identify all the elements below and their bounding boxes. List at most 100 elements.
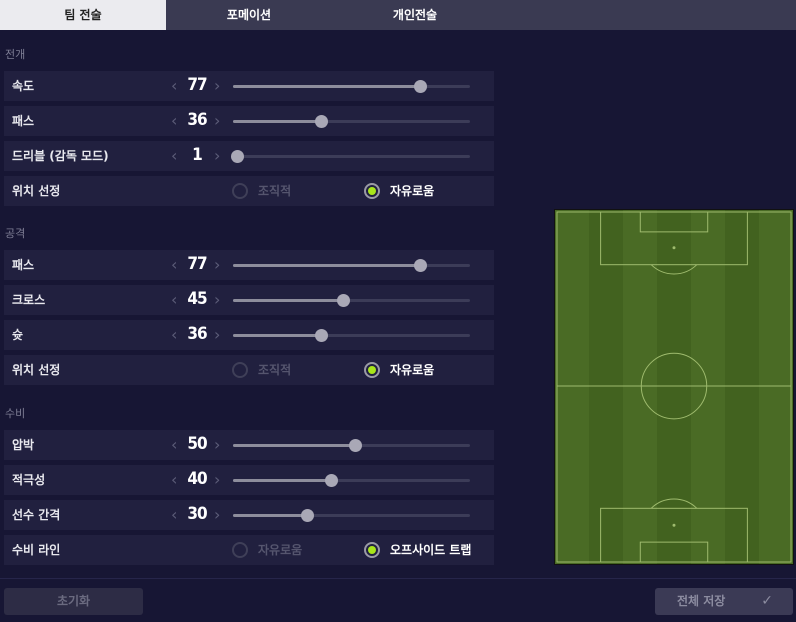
chevron-right-icon[interactable]: › (214, 255, 221, 274)
slider-knob[interactable] (337, 294, 350, 307)
bottom-penalty-box (600, 507, 748, 563)
reset-button[interactable]: 초기화 (4, 588, 143, 615)
chevron-left-icon[interactable]: ‹ (171, 111, 178, 130)
setting-value: 40 (187, 469, 207, 489)
radio-button[interactable] (232, 362, 248, 378)
slider-track[interactable] (233, 439, 470, 452)
setting-label: 슛 (12, 328, 24, 342)
pitch-diagram (554, 209, 794, 565)
slider-knob[interactable] (315, 329, 329, 342)
chevron-left-icon[interactable]: ‹ (171, 470, 178, 489)
slider-row: 크로스 ‹ 45 › (4, 285, 494, 315)
slider-track[interactable] (233, 509, 470, 522)
chevron-left-icon[interactable]: ‹ (171, 505, 178, 524)
setting-value: 1 (192, 145, 203, 165)
radio-option-label[interactable]: 조직적 (258, 363, 292, 377)
slider-row: 선수 간격 ‹ 30 › (4, 500, 494, 530)
radio-button[interactable] (232, 542, 248, 558)
setting-label: 속도 (12, 79, 35, 93)
bottom-goal-box (639, 541, 709, 563)
radio-option-label[interactable]: 오프사이드 트랩 (390, 543, 472, 557)
slider-knob[interactable] (301, 509, 314, 522)
chevron-right-icon[interactable]: › (214, 111, 221, 130)
chevron-left-icon[interactable]: ‹ (171, 290, 178, 309)
save-label: 전체 저장 (677, 594, 726, 608)
slider-knob[interactable] (349, 439, 362, 452)
radio-option-label[interactable]: 자유로움 (390, 363, 435, 377)
slider-track[interactable] (233, 259, 470, 272)
setting-label: 수비 라인 (12, 543, 61, 557)
radio-row: 위치 선정 조직적 자유로움 (4, 176, 494, 206)
slider-fill (233, 444, 355, 447)
chevron-right-icon[interactable]: › (214, 290, 221, 309)
chevron-right-icon[interactable]: › (214, 435, 221, 454)
slider-row: 드리블 (감독 모드) ‹ 1 › (4, 141, 494, 171)
section-title: 공격 (5, 227, 26, 240)
setting-label: 적극성 (12, 473, 46, 487)
center-circle (640, 352, 708, 420)
check-icon: ✓ (761, 593, 773, 609)
setting-value: 30 (187, 504, 207, 524)
tab-bar: 팀 전술 포메이션 개인전술 (0, 0, 796, 30)
radio-row: 위치 선정 조직적 자유로움 (4, 355, 494, 385)
slider-track[interactable] (231, 150, 470, 163)
setting-value: 77 (187, 254, 207, 274)
slider-row: 적극성 ‹ 40 › (4, 465, 494, 495)
chevron-right-icon[interactable]: › (214, 470, 221, 489)
chevron-left-icon[interactable]: ‹ (171, 325, 178, 344)
chevron-right-icon[interactable]: › (214, 505, 221, 524)
radio-option-label[interactable]: 자유로움 (390, 184, 435, 198)
setting-label: 위치 선정 (12, 184, 61, 198)
chevron-left-icon[interactable]: ‹ (171, 435, 178, 454)
slider-knob[interactable] (315, 115, 329, 128)
chevron-right-icon[interactable]: › (214, 325, 221, 344)
slider-row: 패스 ‹ 77 › (4, 250, 494, 280)
slider-track[interactable] (233, 80, 470, 93)
bottom-penalty-arc (650, 498, 698, 509)
setting-label: 패스 (12, 114, 35, 128)
slider-knob[interactable] (413, 80, 427, 93)
radio-button[interactable] (364, 362, 380, 378)
chevron-left-icon[interactable]: ‹ (171, 76, 178, 95)
slider-row: 패스 ‹ 36 › (4, 106, 494, 136)
chevron-left-icon[interactable]: ‹ (171, 255, 178, 274)
chevron-left-icon[interactable]: ‹ (171, 146, 178, 165)
slider-fill (233, 299, 343, 302)
setting-value: 50 (187, 434, 207, 454)
top-penalty-box (600, 211, 748, 266)
setting-value: 36 (187, 324, 207, 344)
slider-track[interactable] (233, 115, 470, 128)
top-penalty-spot (672, 246, 676, 250)
tab-formation[interactable]: 포메이션 (226, 8, 272, 22)
slider-fill (233, 85, 420, 88)
tab-team-tactics[interactable]: 팀 전술 (0, 0, 166, 30)
radio-button[interactable] (364, 183, 380, 199)
top-goal-box (639, 211, 709, 233)
save-all-button[interactable]: 전체 저장 ✓ (655, 588, 793, 615)
setting-label: 위치 선정 (12, 363, 61, 377)
chevron-right-icon[interactable]: › (214, 146, 221, 165)
slider-track[interactable] (233, 474, 470, 487)
slider-row: 속도 ‹ 77 › (4, 71, 494, 101)
slider-knob[interactable] (325, 474, 338, 487)
setting-value: 77 (187, 75, 207, 95)
setting-label: 선수 간격 (12, 508, 61, 522)
tab-individual-tactics[interactable]: 개인전술 (392, 8, 438, 22)
setting-label: 드리블 (감독 모드) (12, 149, 109, 163)
chevron-right-icon[interactable]: › (214, 76, 221, 95)
slider-track[interactable] (233, 329, 470, 342)
section-title: 전개 (5, 48, 26, 61)
radio-option-label[interactable]: 조직적 (258, 184, 292, 198)
setting-label: 압박 (12, 438, 35, 452)
slider-track[interactable] (233, 294, 470, 307)
slider-knob[interactable] (231, 150, 245, 163)
radio-option-label[interactable]: 자유로움 (258, 543, 303, 557)
slider-fill (233, 334, 322, 337)
radio-button[interactable] (232, 183, 248, 199)
slider-knob[interactable] (413, 259, 427, 272)
setting-value: 36 (187, 110, 207, 130)
radio-button[interactable] (364, 542, 380, 558)
slider-row: 압박 ‹ 50 › (4, 430, 494, 460)
setting-label: 크로스 (12, 293, 46, 307)
radio-row: 수비 라인 자유로움 오프사이드 트랩 (4, 535, 494, 565)
